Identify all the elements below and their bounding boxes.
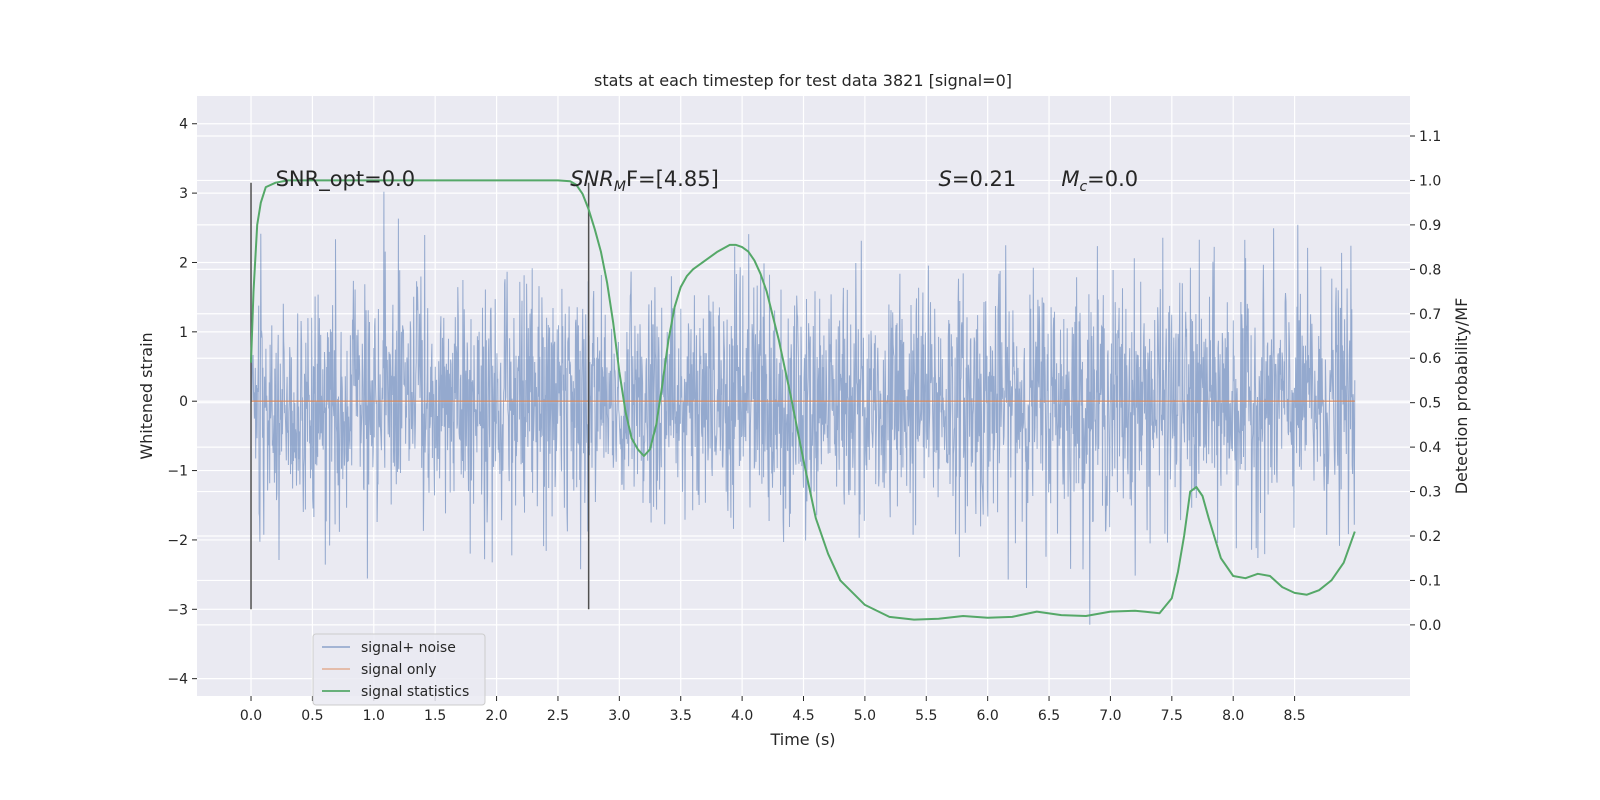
y-axis-label: Whitened strain — [137, 332, 156, 459]
y-tick-label: −4 — [167, 672, 188, 688]
legend-label-signal-only: signal only — [361, 662, 436, 678]
x-tick-label: 3.5 — [670, 708, 692, 724]
y-tick-label: 3 — [179, 186, 188, 202]
y2-tick-label: 0.9 — [1419, 218, 1441, 234]
y2-tick-label: 0.6 — [1419, 351, 1441, 367]
y-axis-ticks: 4 3 2 1 0 −1 −2 −3 −4 — [167, 117, 197, 688]
y-tick-label: −2 — [167, 533, 188, 549]
annotation-rest: =0.21 — [952, 167, 1016, 191]
signal-statistics-line — [250, 179, 1356, 621]
x-tick-label: 3.0 — [608, 708, 630, 724]
y2-tick-label: 0.2 — [1419, 529, 1441, 545]
signal-statistics-series — [250, 179, 1356, 621]
x-tick-label: 7.0 — [1099, 708, 1121, 724]
y-tick-label: 2 — [179, 255, 188, 271]
legend-box — [312, 633, 486, 706]
y2-tick-label: 1.0 — [1419, 173, 1441, 189]
signal-plus-noise-line — [250, 191, 1356, 625]
y-tick-label: −3 — [167, 602, 188, 618]
annotation-main: M — [1061, 167, 1079, 191]
annotation-text: SNR_opt=0.0 — [276, 167, 416, 192]
y2-tick-label: 0.1 — [1419, 573, 1441, 589]
x-tick-label: 5.0 — [854, 708, 876, 724]
legend-label-signal-statistics: signal statistics — [361, 684, 469, 700]
annotation-text: S=0.21 — [939, 167, 1017, 191]
y2-tick-label: 1.1 — [1419, 129, 1441, 145]
x-tick-label: 6.0 — [977, 708, 999, 724]
y2-tick-label: 0.8 — [1419, 262, 1441, 278]
x-tick-label: 0.0 — [240, 708, 262, 724]
x-tick-label: 5.5 — [915, 708, 937, 724]
x-tick-label: 4.5 — [792, 708, 814, 724]
y-tick-label: 4 — [179, 117, 188, 133]
annotation-subscript: M — [614, 179, 626, 195]
x-tick-label: 0.5 — [301, 708, 323, 724]
x-tick-label: 4.0 — [731, 708, 753, 724]
x-tick-label: 1.5 — [424, 708, 446, 724]
y-tick-label: −1 — [167, 464, 188, 480]
legend: signal+ noise signal only signal statist… — [312, 633, 486, 706]
annotation-rest: F=[4.85] — [626, 167, 719, 191]
y2-tick-label: 0.0 — [1419, 618, 1441, 634]
annotation-rest: =0.0 — [1087, 167, 1138, 191]
x-axis-ticks: 0.0 0.5 1.0 1.5 2.0 2.5 3.0 3.5 4.0 4.5 5.0 5.5 6.0 6… — [240, 696, 1306, 724]
annotations: SNR_opt=0.0 SNRMF=[4.85] S=0.21 Mc=0.0 — [276, 167, 1139, 195]
y2-tick-label: 0.5 — [1419, 396, 1441, 412]
signal-plus-noise-series — [250, 191, 1356, 625]
y2-tick-label: 0.7 — [1419, 307, 1441, 323]
y2-tick-label: 0.3 — [1419, 485, 1441, 501]
annotation-main: SNR — [570, 167, 614, 191]
x-tick-label: 2.5 — [547, 708, 569, 724]
x-tick-label: 8.0 — [1222, 708, 1244, 724]
annotation-main: S — [939, 167, 952, 191]
annotation-text: Mc=0.0 — [1061, 167, 1138, 195]
y2-tick-label: 0.4 — [1419, 440, 1441, 456]
x-tick-label: 1.0 — [363, 708, 385, 724]
x-tick-label: 7.5 — [1161, 708, 1183, 724]
marker-lines — [250, 182, 590, 610]
x-tick-label: 8.5 — [1283, 708, 1305, 724]
legend-label-signal-noise: signal+ noise — [361, 640, 456, 656]
x-tick-label: 6.5 — [1038, 708, 1060, 724]
y2-axis-label: Detection probability/MF — [1452, 298, 1471, 495]
y-tick-label: 1 — [179, 325, 188, 341]
x-axis-label: Time (s) — [769, 730, 835, 749]
y2-axis-ticks: 1.1 1.0 0.9 0.8 0.7 0.6 0.5 0.4 0.3 0.2 0.1 0.0 — [1410, 129, 1441, 634]
x-tick-label: 2.0 — [485, 708, 507, 724]
chart-title: stats at each timestep for test data 382… — [594, 71, 1012, 90]
annotation-subscript: c — [1079, 179, 1087, 195]
annotation-text: SNRMF=[4.85] — [570, 167, 719, 195]
y-tick-label: 0 — [179, 394, 188, 410]
